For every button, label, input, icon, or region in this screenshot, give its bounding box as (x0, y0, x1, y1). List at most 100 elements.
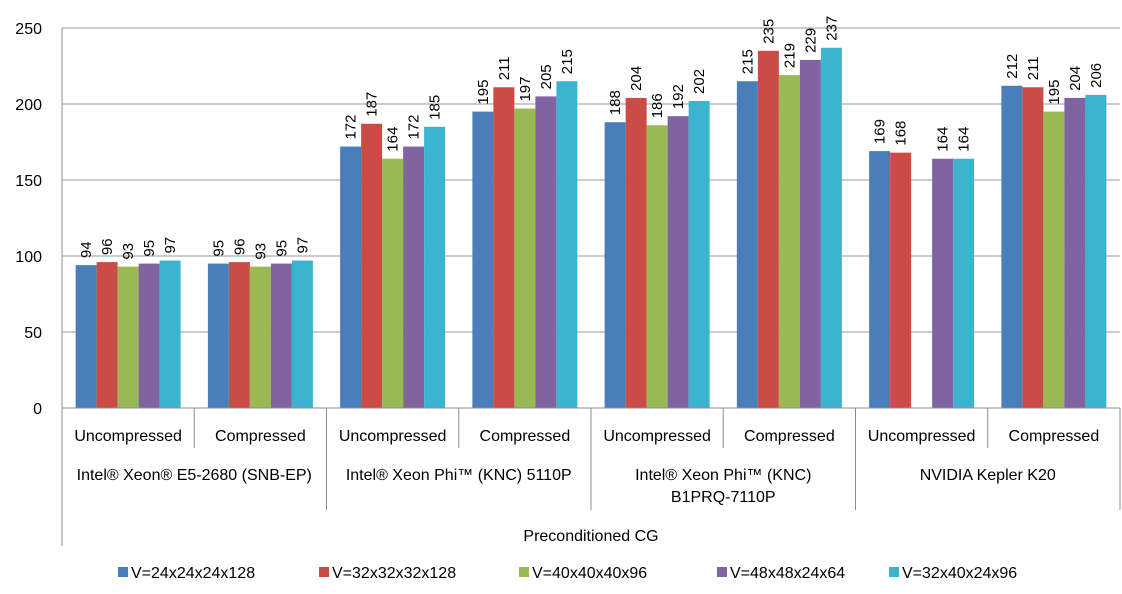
bar (646, 125, 668, 408)
data-label: 237 (823, 16, 840, 41)
bar (75, 265, 97, 408)
bar (493, 87, 515, 408)
bar (778, 75, 800, 409)
bar (820, 47, 842, 408)
data-label: 195 (1046, 80, 1063, 105)
category-label: Compressed (744, 428, 835, 445)
bar (514, 108, 536, 408)
category-label: Uncompressed (603, 428, 711, 445)
data-label: 97 (294, 237, 311, 254)
legend-label: V=32x40x24x96 (902, 565, 1017, 582)
y-tick-label: 150 (15, 173, 42, 190)
category-label: Uncompressed (74, 428, 182, 445)
data-label: 211 (496, 56, 513, 80)
data-label: 202 (691, 69, 708, 94)
data-label: 97 (162, 237, 179, 254)
bar (361, 123, 383, 408)
bar (382, 158, 404, 408)
bar (890, 152, 912, 408)
data-label: 215 (559, 49, 576, 74)
legend-label: V=40x40x40x96 (532, 565, 647, 582)
bar (1022, 87, 1044, 408)
data-label: 204 (628, 66, 645, 91)
data-label: 211 (1025, 56, 1042, 80)
y-tick-label: 200 (15, 97, 42, 114)
legend: V=24x24x24x128 V=32x32x32x128 V=40x40x40x9… (118, 565, 1017, 582)
bar (799, 59, 821, 409)
bar (291, 260, 313, 408)
legend-label: V=32x32x32x128 (332, 565, 456, 582)
data-labels: 94 95 172 195 188 215 169 212 96 96 187 211 204 235 16… (78, 16, 1105, 260)
data-label: 96 (99, 238, 116, 255)
group-label: Intel® Xeon Phi™ (KNC) 5110P (346, 467, 572, 484)
bar (1085, 94, 1107, 408)
data-label: 172 (343, 115, 360, 140)
group-label: B1PRQ-7110P (671, 489, 776, 506)
data-label: 185 (427, 95, 444, 120)
legend-label: V=24x24x24x128 (131, 565, 255, 582)
category-label: Uncompressed (339, 428, 447, 445)
data-label: 95 (273, 240, 290, 257)
data-label: 205 (538, 64, 555, 89)
data-label: 94 (78, 241, 95, 258)
category-label: Compressed (480, 428, 571, 445)
bar (556, 81, 578, 408)
bar (932, 158, 954, 408)
group-label: Intel® Xeon® E5-2680 (SNB-EP) (77, 467, 312, 484)
bar (96, 262, 118, 408)
bar (625, 97, 647, 409)
data-label: 229 (802, 28, 819, 53)
legend-label: V=48x48x24x64 (730, 565, 845, 582)
y-tick-label: 250 (15, 21, 42, 38)
bar (249, 266, 271, 408)
category-label: Compressed (215, 428, 306, 445)
bar (604, 122, 626, 409)
bar (472, 111, 494, 408)
bar (403, 146, 425, 408)
bar (228, 262, 250, 408)
bar (1064, 97, 1086, 409)
bar (270, 263, 292, 408)
group-label: Intel® Xeon Phi™ (KNC) (635, 467, 811, 484)
data-label: 235 (760, 19, 777, 44)
y-tick-label: 0 (33, 401, 42, 418)
data-label: 195 (475, 80, 492, 105)
bar (159, 260, 181, 408)
bars (75, 47, 1107, 409)
axes: 0 50 100 150 200 250 Uncompressed Compressed Unc… (15, 21, 1121, 546)
data-label: 188 (607, 90, 624, 115)
data-label: 186 (649, 93, 666, 118)
bar (424, 126, 446, 409)
legend-swatch (889, 567, 899, 577)
legend-swatch (519, 567, 529, 577)
data-label: 164 (935, 127, 952, 152)
bar (667, 116, 689, 408)
bar (138, 263, 160, 408)
data-label: 164 (956, 127, 973, 152)
data-label: 192 (670, 84, 687, 109)
axis-group-label: Preconditioned CG (523, 528, 658, 545)
y-tick-label: 100 (15, 249, 42, 266)
bar (1043, 111, 1065, 408)
data-label: 96 (231, 238, 248, 255)
category-label: Compressed (1009, 428, 1100, 445)
bar (340, 146, 362, 408)
data-label: 93 (120, 243, 137, 260)
bar (535, 96, 557, 409)
bar (688, 100, 710, 409)
y-tick-label: 50 (24, 325, 42, 342)
data-label: 172 (406, 115, 423, 140)
bar (953, 158, 975, 408)
data-label: 212 (1004, 54, 1021, 79)
data-label: 197 (517, 77, 534, 102)
bar (1001, 85, 1023, 408)
data-label: 215 (739, 49, 756, 74)
data-label: 95 (141, 240, 158, 257)
data-label: 219 (781, 43, 798, 68)
data-label: 187 (364, 92, 381, 117)
data-label: 169 (872, 119, 889, 144)
bar (117, 266, 139, 408)
group-label: NVIDIA Kepler K20 (920, 467, 1056, 484)
data-label: 206 (1088, 63, 1105, 88)
